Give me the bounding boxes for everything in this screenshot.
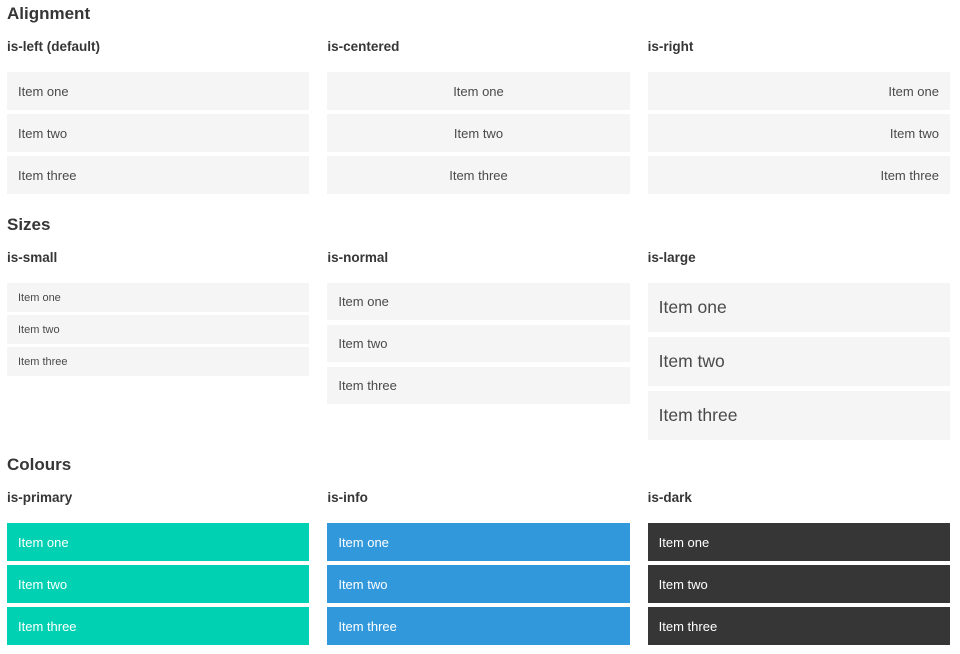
variant-label: is-info: [327, 490, 368, 505]
list-item[interactable]: Item two: [327, 325, 630, 362]
list-item[interactable]: Item three: [327, 607, 630, 645]
list-item[interactable]: Item one: [7, 523, 310, 561]
item-list: Item one Item two Item three: [7, 72, 310, 194]
item-list: Item one Item two Item three: [647, 523, 950, 645]
demo-column-is-right: is-right Item one Item two Item three: [647, 39, 950, 198]
list-item[interactable]: Item one: [647, 523, 950, 561]
list-item[interactable]: Item two: [7, 565, 310, 603]
sizes-row: is-small Item one Item two Item three is…: [7, 251, 950, 445]
list-item[interactable]: Item three: [647, 391, 950, 440]
list-item[interactable]: Item three: [7, 156, 310, 194]
list-item[interactable]: Item two: [647, 337, 950, 386]
demo-column-is-normal: is-normal Item one Item two Item three: [327, 250, 630, 445]
list-item[interactable]: Item three: [327, 156, 630, 194]
list-item[interactable]: Item three: [7, 347, 310, 376]
variant-label: is-normal: [327, 250, 389, 265]
item-list: Item one Item two Item three: [327, 72, 630, 194]
list-item[interactable]: Item three: [647, 607, 950, 645]
section-colours: Colours is-primary Item one Item two Ite…: [7, 456, 950, 649]
list-item[interactable]: Item two: [7, 114, 310, 152]
list-item[interactable]: Item two: [327, 565, 630, 603]
item-list: Item one Item two Item three: [327, 523, 630, 645]
variant-label: is-small: [7, 250, 58, 265]
section-title: Sizes: [7, 215, 51, 234]
demo-column-is-primary: is-primary Item one Item two Item three: [7, 490, 310, 649]
demo-column-is-large: is-large Item one Item two Item three: [647, 250, 950, 445]
variant-label: is-primary: [7, 490, 73, 505]
section-sizes: Sizes is-small Item one Item two Item th…: [7, 216, 950, 445]
list-item[interactable]: Item one: [327, 283, 630, 320]
section-title: Colours: [7, 455, 72, 474]
colours-row: is-primary Item one Item two Item three …: [7, 491, 950, 649]
list-item[interactable]: Item one: [7, 283, 310, 312]
list-item[interactable]: Item one: [647, 283, 950, 332]
variant-label: is-dark: [647, 490, 692, 505]
item-list: Item one Item two Item three: [7, 283, 310, 376]
alignment-row: is-left (default) Item one Item two Item…: [7, 40, 950, 198]
variant-label: is-centered: [327, 39, 400, 54]
item-list: Item one Item two Item three: [327, 283, 630, 404]
variant-label: is-left (default): [7, 39, 100, 54]
list-item[interactable]: Item one: [327, 72, 630, 110]
list-item[interactable]: Item two: [647, 565, 950, 603]
variant-label: is-large: [647, 250, 696, 265]
item-list: Item one Item two Item three: [647, 72, 950, 194]
list-item[interactable]: Item one: [7, 72, 310, 110]
list-item[interactable]: Item two: [7, 315, 310, 344]
demo-column-is-centered: is-centered Item one Item two Item three: [327, 39, 630, 198]
list-item[interactable]: Item three: [7, 607, 310, 645]
demo-column-is-info: is-info Item one Item two Item three: [327, 490, 630, 649]
demo-column-is-small: is-small Item one Item two Item three: [7, 250, 310, 445]
section-alignment: Alignment is-left (default) Item one Ite…: [7, 5, 950, 198]
item-list: Item one Item two Item three: [647, 283, 950, 440]
list-item[interactable]: Item one: [327, 523, 630, 561]
section-title: Alignment: [7, 4, 91, 23]
item-list: Item one Item two Item three: [7, 523, 310, 645]
list-item[interactable]: Item three: [647, 156, 950, 194]
list-item[interactable]: Item three: [327, 367, 630, 404]
demo-column-is-dark: is-dark Item one Item two Item three: [647, 490, 950, 649]
variant-label: is-right: [647, 39, 694, 54]
list-item[interactable]: Item two: [647, 114, 950, 152]
list-item[interactable]: Item two: [327, 114, 630, 152]
list-item[interactable]: Item one: [647, 72, 950, 110]
demo-column-is-left: is-left (default) Item one Item two Item…: [7, 39, 310, 198]
